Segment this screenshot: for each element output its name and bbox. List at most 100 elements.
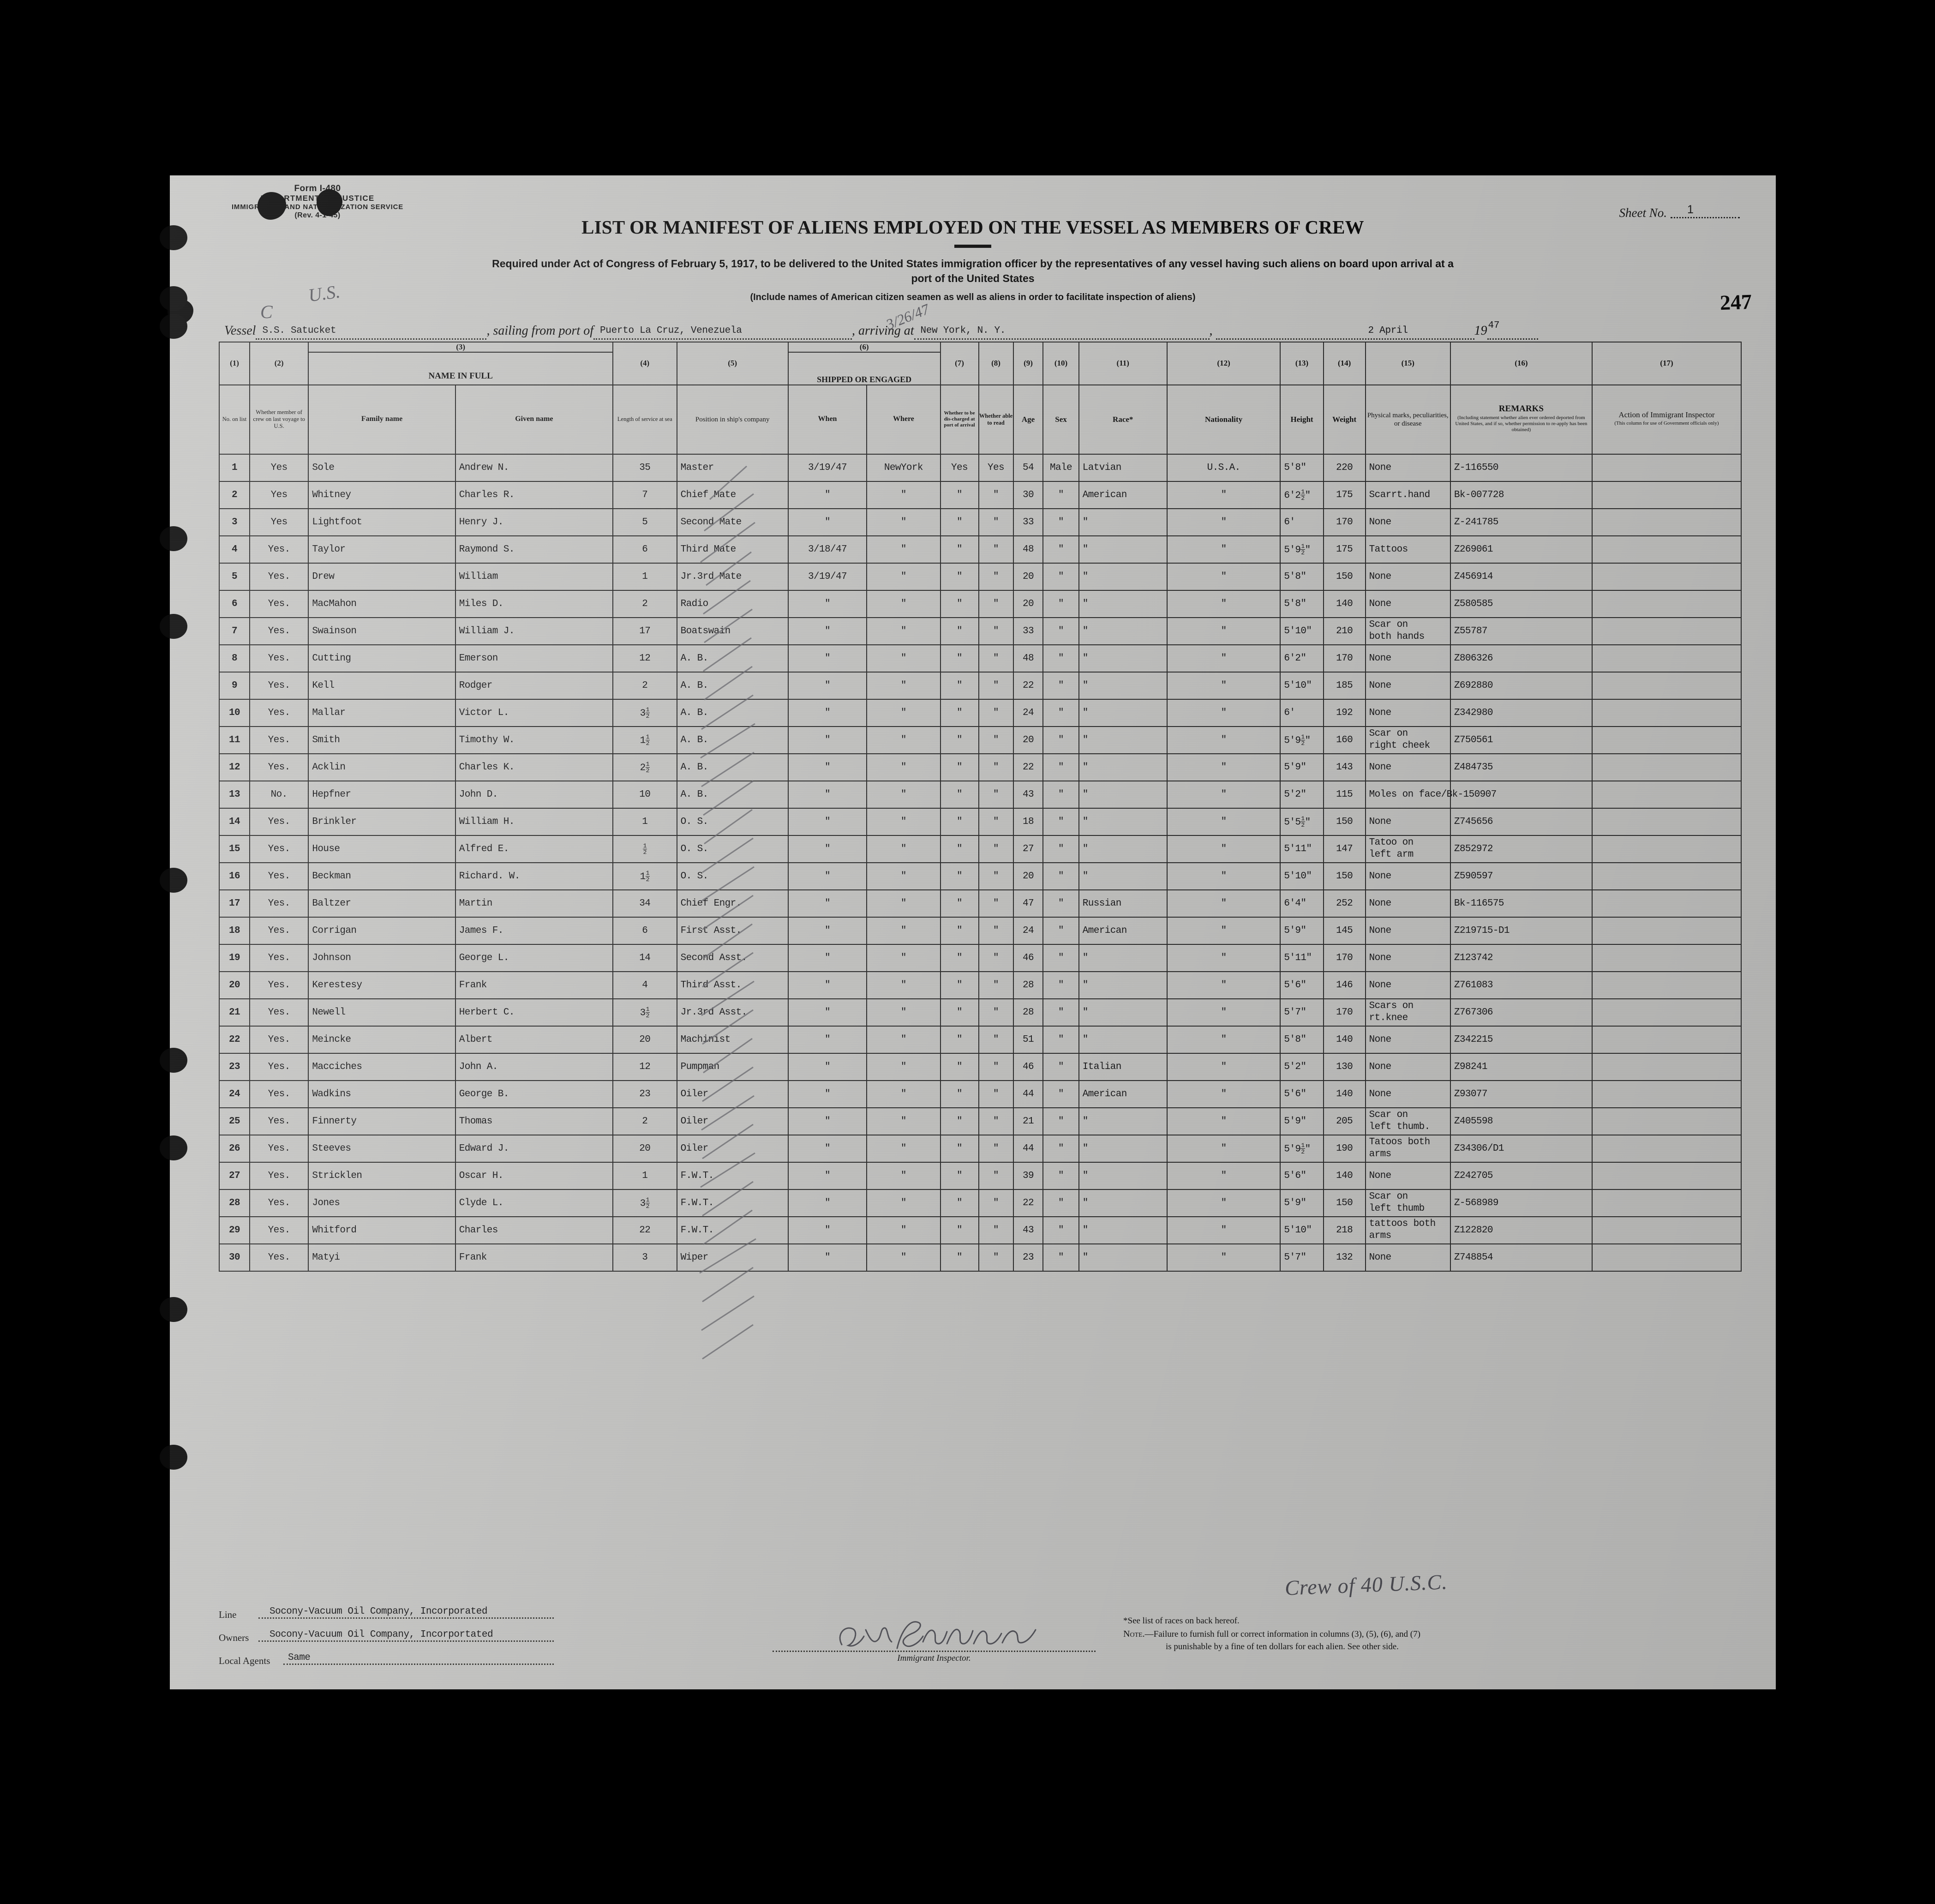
- table-row: 20 Yes. Kerestesy Frank 4 Third Asst. " " " " 28 " "…: [219, 971, 1742, 999]
- able-to-read-cell: ": [978, 481, 1014, 509]
- weight-cell: 130: [1323, 1052, 1366, 1081]
- physical-marks-cell: Tatoos both arms: [1365, 1134, 1451, 1163]
- age-cell: 22: [1012, 753, 1044, 781]
- inspector-action-cell: [1591, 1216, 1742, 1244]
- inspector-action-cell: [1591, 1243, 1742, 1272]
- nationality-cell: ": [1166, 617, 1281, 645]
- line-value: Socony-Vacuum Oil Company, Incorporated: [270, 1606, 487, 1617]
- whether-discharged-cell: ": [940, 644, 979, 673]
- height-cell: 5'2": [1280, 780, 1324, 809]
- vessel-line: Vessel S.S. Satucket , sailing from port…: [224, 314, 1743, 340]
- col-num-12: (12): [1166, 342, 1281, 385]
- weight-cell: 150: [1323, 1189, 1366, 1217]
- shipped-where-cell: ": [866, 1216, 941, 1244]
- sex-cell: ": [1042, 753, 1079, 781]
- sheet-number-label: Sheet No.: [1619, 206, 1667, 220]
- inspector-action-cell: [1591, 562, 1742, 591]
- position-cell: Machinist: [676, 1025, 789, 1054]
- row-number-cell: 27: [219, 1161, 250, 1190]
- position-cell: Oiler: [676, 1134, 789, 1163]
- title-rule: [954, 245, 991, 248]
- inspector-action-cell: [1591, 835, 1742, 863]
- punch-hole: [160, 868, 187, 893]
- remarks-cell: Z123742: [1450, 943, 1593, 972]
- position-cell: Third Asst.: [676, 971, 789, 999]
- position-cell: Pumpman: [676, 1052, 789, 1081]
- row-number-cell: 25: [219, 1107, 250, 1135]
- age-cell: 48: [1012, 535, 1044, 564]
- row-number-cell: 8: [219, 644, 250, 673]
- physical-marks-cell: None: [1365, 971, 1451, 999]
- nationality-cell: ": [1166, 1080, 1281, 1108]
- age-cell: 20: [1012, 862, 1044, 890]
- position-cell: Second Asst.: [676, 943, 789, 972]
- col-head-race: Race*: [1078, 384, 1168, 455]
- race-cell: ": [1078, 943, 1168, 972]
- height-cell: 6'2": [1280, 644, 1324, 673]
- physical-marks-cell: None: [1365, 1052, 1451, 1081]
- whether-discharged-cell: ": [940, 562, 979, 591]
- whether-discharged-cell: ": [940, 835, 979, 863]
- table-row: 27 Yes. Stricklen Oscar H. 1 F.W.T. " " " " 39 " " " 5…: [219, 1161, 1742, 1190]
- sex-cell: ": [1042, 1080, 1079, 1108]
- height-cell: 5'9": [1280, 916, 1324, 945]
- position-cell: Chief Mate: [676, 481, 789, 509]
- inspector-action-cell: [1591, 508, 1742, 536]
- physical-marks-cell: Scar on right cheek: [1365, 726, 1451, 754]
- crew-last-voyage-cell: Yes.: [249, 1107, 309, 1135]
- age-cell: 28: [1012, 971, 1044, 999]
- race-cell: American: [1078, 1080, 1168, 1108]
- document-scan: Form I-480 DEPARTMENT OF JUSTICE IMMIGRA…: [160, 175, 1776, 1689]
- sex-cell: ": [1042, 835, 1079, 863]
- sex-cell: ": [1042, 1216, 1079, 1244]
- crew-last-voyage-cell: Yes.: [249, 916, 309, 945]
- position-cell: A. B.: [676, 780, 789, 809]
- remarks-cell: Z745656: [1450, 807, 1593, 836]
- race-cell: ": [1078, 807, 1168, 836]
- crew-last-voyage-cell: Yes: [249, 481, 309, 509]
- race-cell: ": [1078, 998, 1168, 1027]
- length-of-service-cell: 12: [612, 1052, 677, 1081]
- shipped-where-cell: ": [866, 998, 941, 1027]
- crew-last-voyage-cell: Yes.: [249, 1134, 309, 1163]
- col-num-3: (3): [308, 342, 613, 353]
- col-head-shipped-when: When: [787, 384, 868, 455]
- family-name-cell: Whitney: [308, 481, 456, 509]
- sex-cell: ": [1042, 535, 1079, 564]
- whether-discharged-cell: ": [940, 1107, 979, 1135]
- given-name-cell: Frank: [455, 971, 613, 999]
- weight-cell: 185: [1323, 671, 1366, 700]
- age-cell: 21: [1012, 1107, 1044, 1135]
- col-head-whether-discharged: Whether to be dis-charged at port of arr…: [940, 384, 979, 455]
- table-row: 26 Yes. Steeves Edward J. 20 Oiler " " " " 44 " " " 5'…: [219, 1134, 1742, 1163]
- crew-last-voyage-cell: Yes.: [249, 1025, 309, 1054]
- family-name-cell: Drew: [308, 562, 456, 591]
- length-of-service-cell: 6: [612, 916, 677, 945]
- family-name-cell: Newell: [308, 998, 456, 1027]
- inspector-action-cell: [1591, 644, 1742, 673]
- ink-blot: [317, 189, 342, 216]
- height-cell: 5'9 1 2 ": [1280, 535, 1324, 564]
- shipped-when-cell: ": [787, 780, 868, 809]
- able-to-read-cell: ": [978, 971, 1014, 999]
- whether-discharged-cell: ": [940, 1189, 979, 1217]
- height-cell: 5'10": [1280, 617, 1324, 645]
- family-name-cell: Matyi: [308, 1243, 456, 1272]
- shipped-where-cell: ": [866, 753, 941, 781]
- shipped-where-cell: ": [866, 862, 941, 890]
- table-row: 3 Yes Lightfoot Henry J. 5 Second Mate " " " " 33 "…: [219, 508, 1742, 536]
- height-cell: 5'9 1 2 ": [1280, 1134, 1324, 1163]
- race-cell: ": [1078, 1189, 1168, 1217]
- table-row: 5 Yes. Drew William 1 Jr.3rd Mate 3/19/47 " " " 20…: [219, 562, 1742, 591]
- shipped-when-cell: ": [787, 726, 868, 754]
- col-num-16: (16): [1450, 342, 1593, 385]
- whether-discharged-cell: ": [940, 1134, 979, 1163]
- col-num-7: (7): [940, 342, 979, 385]
- vessel-label: Vessel: [224, 324, 256, 338]
- length-of-service-cell: 20: [612, 1025, 677, 1054]
- weight-cell: 160: [1323, 726, 1366, 754]
- nationality-cell: ": [1166, 916, 1281, 945]
- subtitle: Required under Act of Congress of Februa…: [251, 257, 1695, 286]
- height-cell: 5'10": [1280, 862, 1324, 890]
